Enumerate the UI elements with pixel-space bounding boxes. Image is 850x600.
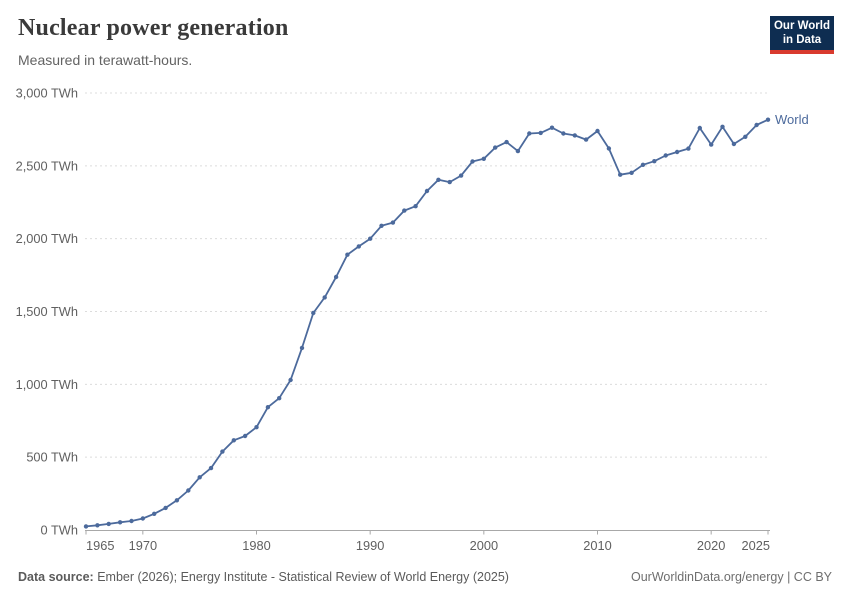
svg-text:1,500 TWh: 1,500 TWh (16, 304, 78, 319)
svg-text:World: World (775, 112, 809, 127)
svg-text:1970: 1970 (129, 538, 157, 553)
data-source-label: Data source: (18, 570, 94, 584)
series-end-label[interactable]: World (775, 112, 809, 127)
svg-text:1980: 1980 (242, 538, 270, 553)
svg-text:2,500 TWh: 2,500 TWh (16, 158, 78, 173)
svg-text:1990: 1990 (356, 538, 384, 553)
svg-text:2020: 2020 (697, 538, 725, 553)
chart-subtitle: Measured in terawatt-hours. (18, 52, 193, 68)
svg-text:2000: 2000 (470, 538, 498, 553)
page-title: Nuclear power generation (18, 15, 289, 41)
x-axis-labels: 1965 1970 1980 1990 2000 2010 2020 2025 (86, 538, 770, 553)
data-source-text: Ember (2026); Energy Institute - Statist… (97, 570, 509, 584)
svg-text:2025: 2025 (742, 538, 770, 553)
data-source-note: Data source: Ember (2026); Energy Instit… (18, 570, 509, 584)
owid-logo[interactable]: Our World in Data (770, 16, 834, 54)
svg-text:2,000 TWh: 2,000 TWh (16, 231, 78, 246)
svg-text:1965: 1965 (86, 538, 114, 553)
svg-text:1,000 TWh: 1,000 TWh (16, 377, 78, 392)
owid-logo-line1: Our World (773, 20, 830, 32)
gridlines (85, 92, 770, 458)
data-line-world[interactable] (83, 117, 771, 529)
y-axis-labels: 0 TWh 500 TWh 1,000 TWh 1,500 TWh 2,000 TWh 2… (16, 86, 78, 538)
svg-text:500 TWh: 500 TWh (26, 450, 78, 465)
svg-text:0 TWh: 0 TWh (41, 523, 78, 538)
svg-text:3,000 TWh: 3,000 TWh (16, 86, 78, 101)
footer-link[interactable]: OurWorldinData.org/energy | CC BY (630, 570, 832, 584)
x-axis (85, 530, 770, 535)
owid-logo-line2: in Data (782, 34, 822, 46)
svg-text:2010: 2010 (583, 538, 611, 553)
chart-footer: Data source: Ember (2026); Energy Instit… (18, 570, 832, 584)
